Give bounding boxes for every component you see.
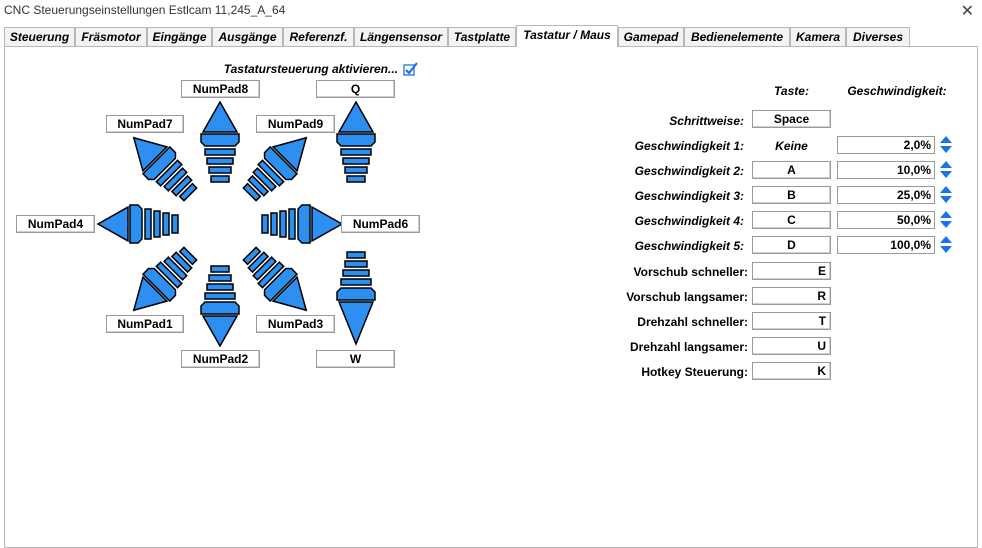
feed-slower-key-button[interactable]: R <box>752 287 831 305</box>
z-up-arrow-icon <box>336 100 376 183</box>
tab-eingaenge[interactable]: Eingänge <box>147 27 212 46</box>
stepwise-key-button[interactable]: Space <box>752 110 831 128</box>
z-down-key-button[interactable]: W <box>316 350 395 368</box>
speed4-value[interactable]: 50,0% <box>837 211 935 229</box>
speed4-key-button[interactable]: C <box>752 211 831 229</box>
spindle-slower-key-button[interactable]: U <box>752 337 831 355</box>
hotkey-control-key-button[interactable]: K <box>752 362 831 380</box>
speed5-value[interactable]: 100,0% <box>837 236 935 254</box>
feed-slower-label: Vorschub langsamer: <box>626 290 748 304</box>
numpad4-button[interactable]: NumPad4 <box>16 215 95 233</box>
numpad9-button[interactable]: NumPad9 <box>256 115 335 133</box>
tab-diverses[interactable]: Diverses <box>846 27 910 46</box>
tab-referenzf[interactable]: Referenzf. <box>283 27 354 46</box>
numpad8-button[interactable]: NumPad8 <box>181 80 260 98</box>
numpad2-button[interactable]: NumPad2 <box>181 350 260 368</box>
arrow-up-right-icon <box>235 123 321 209</box>
feed-faster-key-button[interactable]: E <box>752 262 831 280</box>
speed2-label: Geschwindigkeit 2: <box>634 164 744 178</box>
tab-gamepad[interactable]: Gamepad <box>618 27 684 46</box>
arrow-down-left-icon <box>119 239 205 325</box>
spindle-faster-label: Drehzahl schneller: <box>637 315 748 329</box>
speed2-key-button[interactable]: A <box>752 161 831 179</box>
speed2-spinner-icon[interactable] <box>939 160 953 180</box>
window-title: CNC Steuerungseinstellungen Estlcam 11,2… <box>4 3 286 17</box>
arrow-up-left-icon <box>119 123 205 209</box>
speed3-value[interactable]: 25,0% <box>837 186 935 204</box>
tab-tastatur-maus[interactable]: Tastatur / Maus <box>516 25 618 47</box>
keyboard-enable-label: Tastatursteuerung aktivieren... <box>223 62 398 76</box>
arrow-left-icon <box>97 204 179 244</box>
spindle-faster-key-button[interactable]: T <box>752 312 831 330</box>
tab-laengensensor[interactable]: Längensensor <box>354 27 448 46</box>
numpad1-button[interactable]: NumPad1 <box>106 315 184 333</box>
arrow-right-icon <box>261 204 343 244</box>
speed3-spinner-icon[interactable] <box>939 185 953 205</box>
numpad7-button[interactable]: NumPad7 <box>106 115 184 133</box>
hotkey-control-label: Hotkey Steuerung: <box>641 365 748 379</box>
tab-tastplatte[interactable]: Tastplatte <box>448 27 516 46</box>
speed1-key: Keine <box>775 139 808 153</box>
arrow-down-icon <box>200 265 240 347</box>
speed2-value[interactable]: 10,0% <box>837 161 935 179</box>
title-bar: CNC Steuerungseinstellungen Estlcam 11,2… <box>0 0 982 22</box>
z-up-key-button[interactable]: Q <box>316 80 395 98</box>
tab-kamera[interactable]: Kamera <box>790 27 846 46</box>
z-down-arrow-icon <box>336 251 376 346</box>
arrow-down-right-icon <box>235 239 321 325</box>
speed4-spinner-icon[interactable] <box>939 210 953 230</box>
numpad6-button[interactable]: NumPad6 <box>341 215 420 233</box>
spindle-slower-label: Drehzahl langsamer: <box>629 340 748 354</box>
close-icon[interactable]: ✕ <box>960 3 974 20</box>
jog-arrows-graphic[interactable] <box>90 94 390 384</box>
numpad3-button[interactable]: NumPad3 <box>256 315 335 333</box>
speed1-value[interactable]: 2,0% <box>837 136 935 154</box>
speed-column-header: Geschwindigkeit: <box>847 84 947 98</box>
speed1-spinner-icon[interactable] <box>939 135 953 155</box>
tab-fraesmotor[interactable]: Fräsmotor <box>75 27 147 46</box>
speed4-label: Geschwindigkeit 4: <box>634 214 744 228</box>
speed5-label: Geschwindigkeit 5: <box>634 239 744 253</box>
speed3-key-button[interactable]: B <box>752 186 831 204</box>
tab-steuerung[interactable]: Steuerung <box>4 27 75 46</box>
key-column-header: Taste: <box>774 84 809 98</box>
feed-faster-label: Vorschub schneller: <box>633 265 748 279</box>
tab-bedienelemente[interactable]: Bedienelemente <box>684 27 790 46</box>
keyboard-enable-checkbox[interactable] <box>403 62 419 76</box>
speed1-label: Geschwindigkeit 1: <box>634 139 744 153</box>
speed5-spinner-icon[interactable] <box>939 235 953 255</box>
tab-ausgaenge[interactable]: Ausgänge <box>212 27 283 46</box>
speed3-label: Geschwindigkeit 3: <box>634 189 744 203</box>
stepwise-label: Schrittweise: <box>669 114 744 128</box>
speed5-key-button[interactable]: D <box>752 236 831 254</box>
arrow-up-icon <box>200 100 240 183</box>
